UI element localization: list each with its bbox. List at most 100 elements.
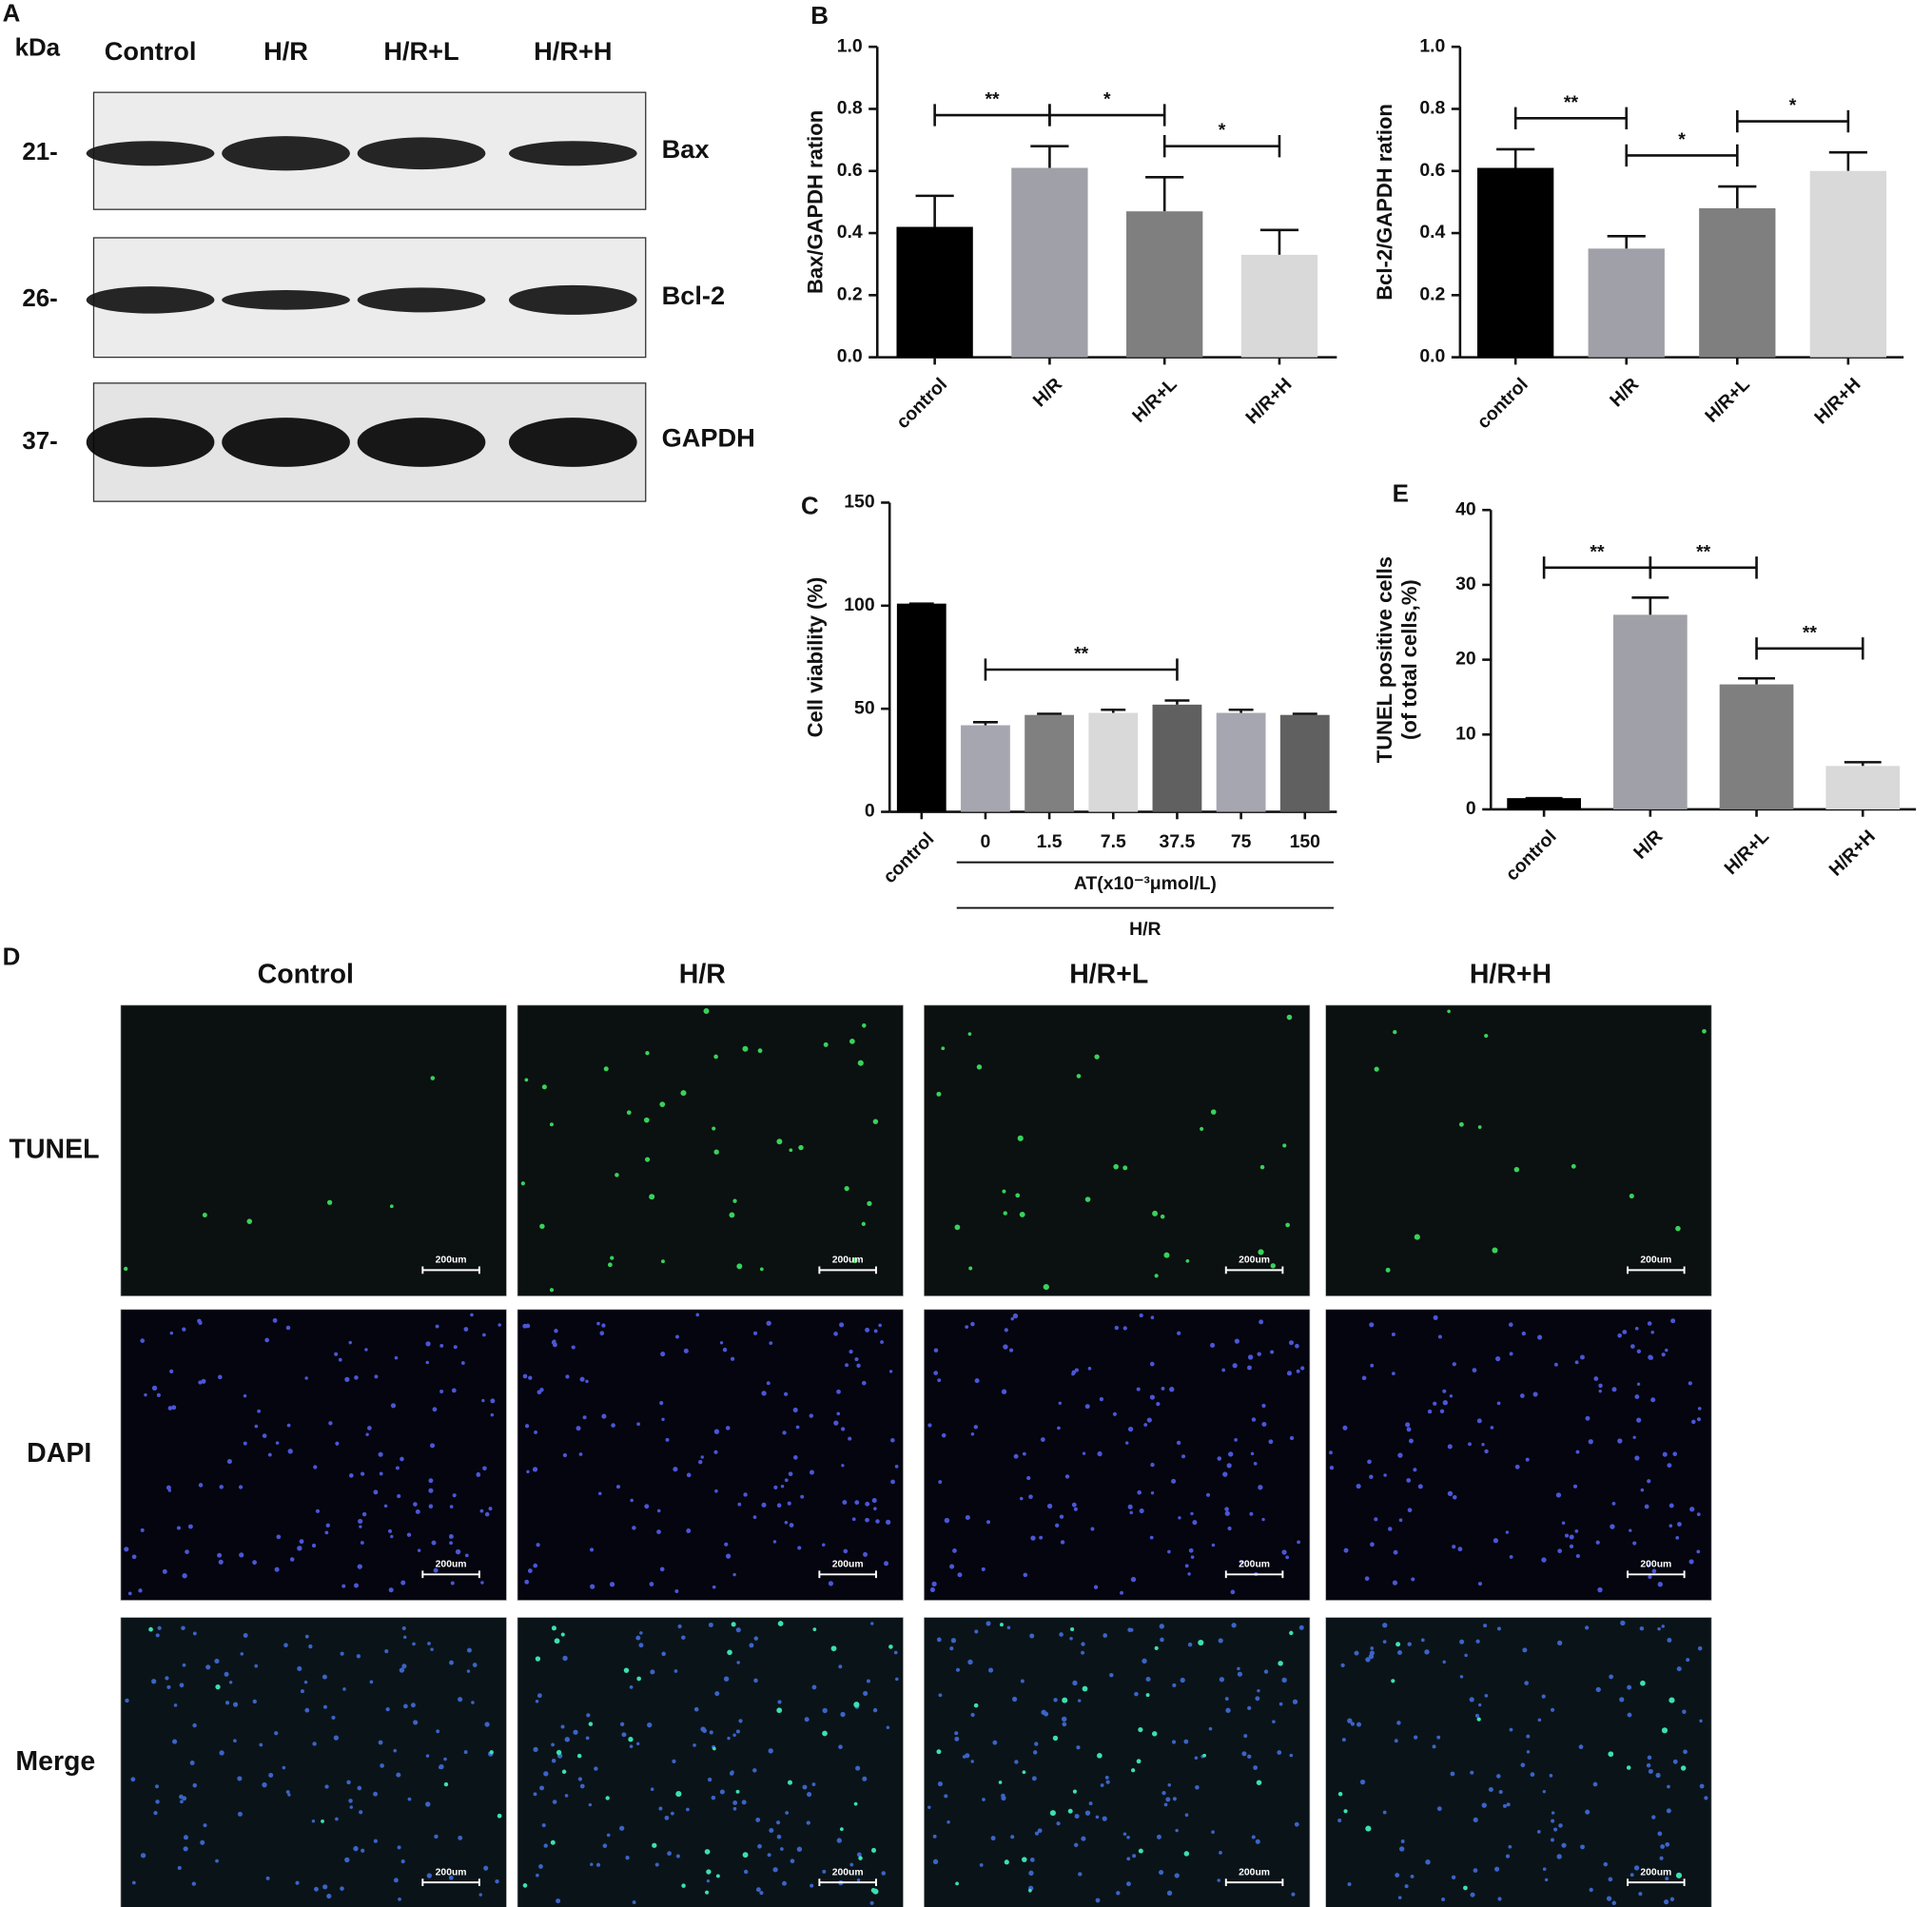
nucleus xyxy=(348,1799,353,1803)
column-label: H/R xyxy=(679,959,726,989)
nucleus xyxy=(752,1515,757,1519)
apoptotic-cell xyxy=(853,1801,858,1806)
nucleus xyxy=(165,1676,169,1681)
nucleus xyxy=(217,1374,223,1380)
bar xyxy=(1088,712,1139,812)
nucleus xyxy=(659,1566,665,1572)
nucleus xyxy=(1657,1831,1663,1837)
y-tick-label: 0.8 xyxy=(837,98,863,119)
nucleus xyxy=(1237,1666,1240,1671)
nucleus xyxy=(1081,1836,1086,1841)
y-tick-label: 0.2 xyxy=(1419,283,1445,304)
nucleus xyxy=(1297,1540,1300,1545)
nucleus xyxy=(755,1817,761,1822)
apoptotic-cell xyxy=(973,1703,979,1708)
nucleus xyxy=(674,1334,679,1339)
nucleus xyxy=(458,1835,463,1840)
nucleus xyxy=(383,1504,388,1508)
nucleus xyxy=(677,1624,682,1629)
x-tick-label: 150 xyxy=(1290,831,1320,852)
nucleus xyxy=(782,1430,787,1435)
nucleus xyxy=(833,1420,839,1426)
nucleus xyxy=(1632,1541,1637,1546)
scale-bar-label: 200um xyxy=(436,1560,467,1570)
nucleus xyxy=(1163,1802,1168,1807)
apoptotic-cell xyxy=(389,1204,394,1209)
nucleus xyxy=(471,1701,475,1704)
nucleus xyxy=(1078,1872,1083,1877)
significance-bracket xyxy=(1162,135,1281,158)
nucleus xyxy=(838,1664,843,1669)
nucleus xyxy=(1514,1464,1520,1469)
nucleus xyxy=(1470,1892,1475,1897)
nucleus xyxy=(674,1589,679,1593)
apoptotic-cell xyxy=(1003,1211,1007,1216)
nucleus xyxy=(378,1451,383,1457)
apoptotic-cell xyxy=(1160,1214,1165,1219)
nucleus xyxy=(1130,1576,1137,1583)
apoptotic-cell xyxy=(858,1856,863,1860)
nucleus xyxy=(1688,1381,1692,1386)
nucleus xyxy=(606,1833,611,1838)
nucleus xyxy=(732,1733,736,1737)
nucleus xyxy=(822,1869,827,1874)
nucleus xyxy=(428,1504,434,1509)
apoptotic-cell xyxy=(861,1221,866,1227)
blot-band xyxy=(508,418,637,467)
nucleus xyxy=(127,1591,132,1596)
nucleus xyxy=(1137,1489,1142,1495)
nucleus xyxy=(1234,1438,1238,1442)
nucleus xyxy=(361,1848,365,1853)
nucleus xyxy=(1382,1640,1387,1644)
significance-bracket xyxy=(1625,144,1739,167)
nucleus xyxy=(973,1425,979,1430)
nucleus xyxy=(619,1722,625,1726)
nucleus xyxy=(388,1587,394,1593)
nucleus xyxy=(478,1893,482,1897)
nucleus xyxy=(1555,1492,1562,1498)
nucleus xyxy=(578,1452,583,1456)
nucleus xyxy=(1661,1625,1665,1628)
nucleus xyxy=(140,1338,146,1343)
nucleus xyxy=(1012,1696,1018,1703)
apoptotic-cell xyxy=(539,1223,545,1230)
nucleus xyxy=(780,1847,784,1851)
error-bar xyxy=(1145,176,1184,212)
apoptotic-cell xyxy=(830,1645,837,1652)
nucleus xyxy=(488,1507,493,1511)
nucleus xyxy=(297,1546,302,1551)
nucleus xyxy=(428,1488,434,1493)
nucleus xyxy=(1452,1362,1456,1367)
nucleus xyxy=(706,1878,711,1883)
nucleus xyxy=(1610,1524,1615,1529)
nucleus xyxy=(357,1785,362,1791)
nucleus xyxy=(233,1739,237,1743)
nucleus xyxy=(192,1631,197,1636)
nucleus xyxy=(1640,1488,1645,1492)
blot-band xyxy=(86,141,215,166)
apoptotic-cell xyxy=(1675,1872,1683,1878)
nucleus xyxy=(361,1511,367,1517)
nucleus xyxy=(151,1679,157,1684)
nucleus xyxy=(1149,1535,1154,1540)
nucleus xyxy=(586,1713,591,1718)
nucleus xyxy=(1142,1658,1147,1664)
nucleus xyxy=(537,1693,542,1699)
x-tick-label: H/R+L xyxy=(1128,374,1181,427)
nucleus xyxy=(1105,1780,1110,1784)
nucleus xyxy=(373,1839,378,1843)
nucleus xyxy=(303,1680,308,1684)
nucleus xyxy=(356,1654,361,1659)
nucleus xyxy=(450,1581,455,1586)
nucleus xyxy=(1190,1511,1194,1516)
nucleus xyxy=(1541,1557,1547,1563)
nucleus xyxy=(1071,1502,1077,1508)
nucleus xyxy=(629,1685,634,1689)
apoptotic-cell xyxy=(1022,1857,1027,1862)
nucleus xyxy=(1129,1510,1134,1515)
nucleus xyxy=(1286,1371,1293,1376)
nucleus xyxy=(1408,1438,1414,1444)
nucleus xyxy=(434,1834,439,1839)
x-tick-label: control xyxy=(1473,374,1532,433)
nucleus xyxy=(1592,1781,1598,1787)
